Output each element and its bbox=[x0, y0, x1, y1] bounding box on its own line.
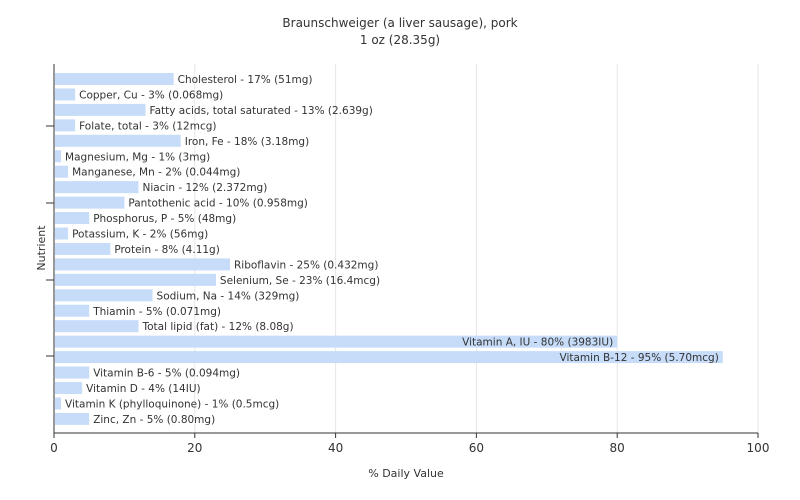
bar bbox=[55, 273, 216, 286]
bar bbox=[55, 258, 230, 271]
bar bbox=[55, 181, 139, 194]
bar-label: Cholesterol - 17% (51mg) bbox=[178, 74, 313, 86]
bar bbox=[55, 103, 146, 116]
bar bbox=[55, 397, 62, 410]
bar-label: Total lipid (fat) - 12% (8.08g) bbox=[141, 321, 293, 333]
x-axis-label: % Daily Value bbox=[368, 467, 444, 480]
x-tick-label: 60 bbox=[469, 441, 484, 455]
chart-title: Braunschweiger (a liver sausage), pork bbox=[282, 16, 517, 30]
chart-subtitle: 1 oz (28.35g) bbox=[360, 33, 440, 47]
bar-label: Protein - 8% (4.11g) bbox=[114, 244, 220, 256]
bar-label: Vitamin K (phylloquinone) - 1% (0.5mcg) bbox=[65, 398, 279, 410]
bar-label: Fatty acids, total saturated - 13% (2.63… bbox=[150, 105, 373, 117]
bar bbox=[55, 165, 69, 178]
bar bbox=[55, 88, 76, 101]
bar-label: Iron, Fe - 18% (3.18mg) bbox=[185, 136, 309, 148]
bar-label: Thiamin - 5% (0.071mg) bbox=[92, 306, 221, 318]
x-tick-label: 80 bbox=[610, 441, 625, 455]
bar-label: Potassium, K - 2% (56mg) bbox=[72, 229, 208, 241]
bar bbox=[55, 212, 90, 225]
bar-label: Copper, Cu - 3% (0.068mg) bbox=[79, 89, 223, 101]
bar-label: Vitamin B-6 - 5% (0.094mg) bbox=[93, 368, 240, 380]
bar bbox=[55, 304, 90, 317]
bar bbox=[55, 351, 723, 364]
bar-label: Vitamin A, IU - 80% (3983IU) bbox=[462, 337, 613, 349]
bar bbox=[55, 412, 90, 425]
bar-label: Selenium, Se - 23% (16.4mcg) bbox=[220, 275, 380, 287]
bar-label: Niacin - 12% (2.372mg) bbox=[142, 182, 267, 194]
bar-label: Magnesium, Mg - 1% (3mg) bbox=[65, 151, 210, 163]
bar-label: Sodium, Na - 14% (329mg) bbox=[157, 290, 300, 302]
bar-label: Vitamin B-12 - 95% (5.70mcg) bbox=[560, 352, 719, 364]
bar bbox=[55, 73, 174, 85]
bars: Cholesterol - 17% (51mg) Copper, Cu - 3% … bbox=[55, 73, 723, 426]
bar-label: Riboflavin - 25% (0.432mg) bbox=[234, 259, 378, 271]
bar-label: Phosphorus, P - 5% (48mg) bbox=[93, 213, 236, 225]
x-tick-label: 40 bbox=[328, 441, 343, 455]
bar bbox=[55, 196, 125, 209]
x-tick-labels: 0 20 40 60 80 100 bbox=[50, 433, 769, 455]
bar bbox=[55, 289, 153, 302]
axes bbox=[46, 64, 758, 434]
bar bbox=[55, 335, 618, 348]
bar bbox=[55, 366, 90, 379]
bar bbox=[55, 119, 76, 132]
bar-label: Manganese, Mn - 2% (0.044mg) bbox=[72, 167, 240, 179]
bar-label: Folate, total - 3% (12mcg) bbox=[79, 120, 216, 132]
bar bbox=[55, 382, 83, 394]
bar-label: Pantothenic acid - 10% (0.958mg) bbox=[128, 198, 307, 210]
bar bbox=[55, 320, 139, 333]
x-tick-label: 100 bbox=[747, 441, 770, 455]
gridlines bbox=[194, 64, 759, 433]
bar bbox=[55, 227, 69, 240]
bar bbox=[55, 242, 111, 255]
y-axis-label: Nutrient bbox=[35, 225, 48, 271]
bar-label: Zinc, Zn - 5% (0.80mg) bbox=[93, 414, 215, 426]
bar bbox=[55, 150, 62, 163]
bar-label: Vitamin D - 4% (14IU) bbox=[86, 383, 200, 395]
x-tick-label: 0 bbox=[50, 441, 58, 455]
bar bbox=[55, 134, 181, 147]
x-tick-label: 20 bbox=[187, 441, 202, 455]
